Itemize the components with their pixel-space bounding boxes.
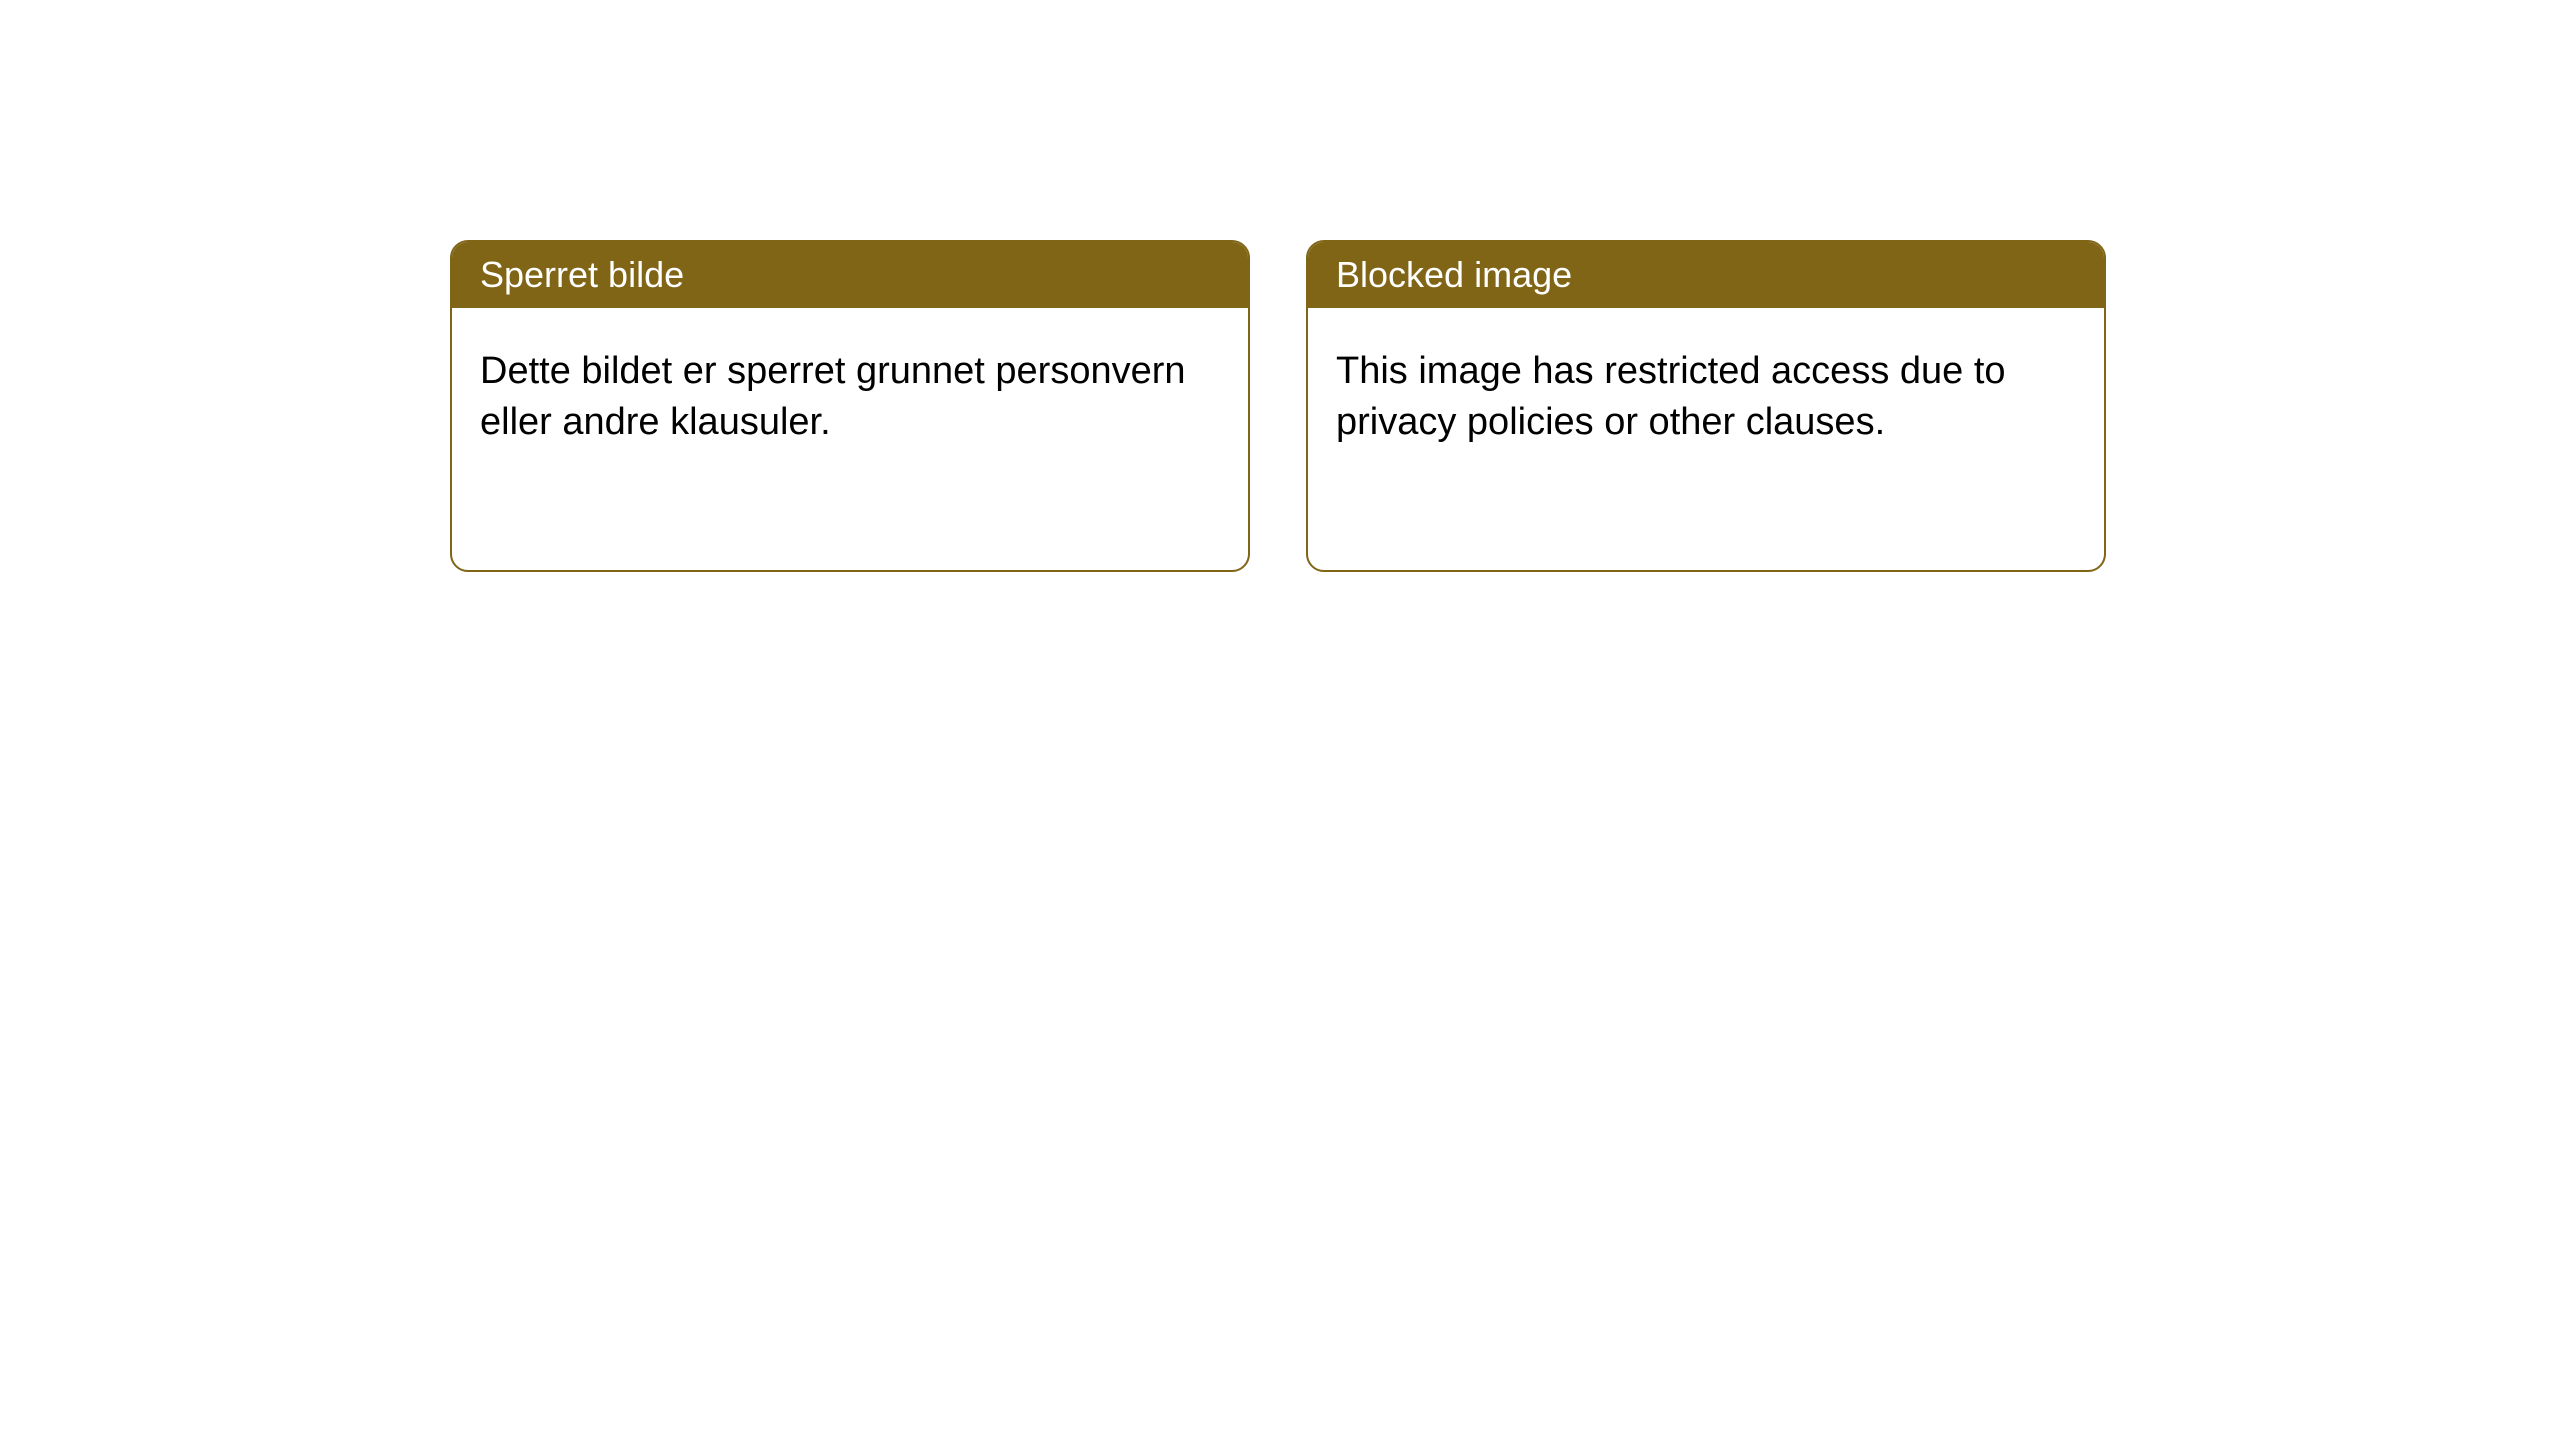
- card-body: This image has restricted access due to …: [1308, 308, 2104, 487]
- card-body-text: Dette bildet er sperret grunnet personve…: [480, 350, 1186, 443]
- blocked-image-card-no: Sperret bilde Dette bildet er sperret gr…: [450, 240, 1250, 572]
- card-header: Blocked image: [1308, 242, 2104, 308]
- blocked-image-card-en: Blocked image This image has restricted …: [1306, 240, 2106, 572]
- card-header: Sperret bilde: [452, 242, 1248, 308]
- card-title: Sperret bilde: [480, 254, 684, 295]
- card-title: Blocked image: [1336, 254, 1572, 295]
- card-body-text: This image has restricted access due to …: [1336, 350, 2006, 443]
- card-body: Dette bildet er sperret grunnet personve…: [452, 308, 1248, 487]
- notice-container: Sperret bilde Dette bildet er sperret gr…: [0, 0, 2560, 572]
